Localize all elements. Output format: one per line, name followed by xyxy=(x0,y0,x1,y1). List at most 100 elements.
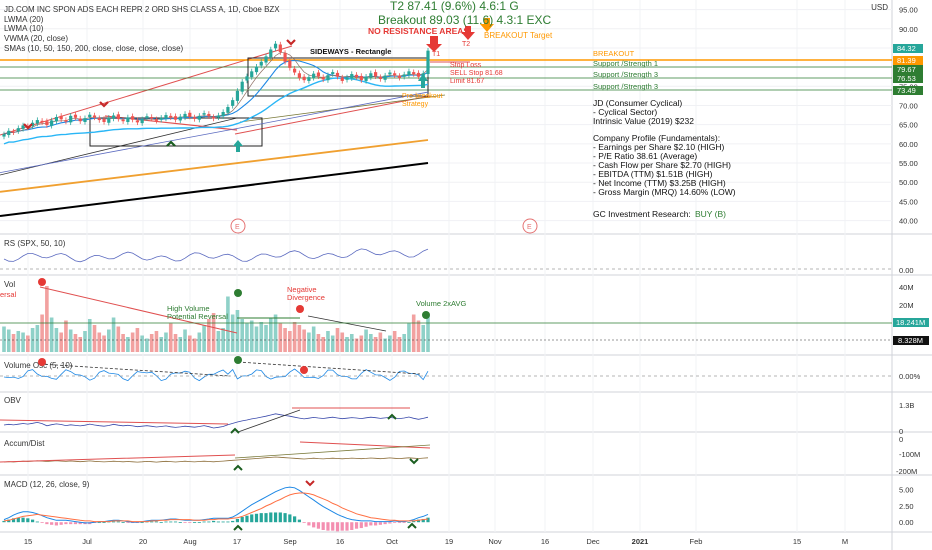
candle-body xyxy=(50,120,54,126)
x-tick-label: Jul xyxy=(82,537,92,546)
sell-arrow-icon xyxy=(23,123,33,130)
macd-hist-bar xyxy=(359,522,363,529)
candle-body xyxy=(131,116,135,120)
obv-path xyxy=(3,413,429,429)
earnings-e-icon xyxy=(522,218,538,234)
svg-text:Negative: Negative xyxy=(287,285,317,294)
macd-hist-bar xyxy=(331,522,335,531)
candle-body xyxy=(121,119,125,122)
candle-body xyxy=(216,115,220,118)
volume-bar xyxy=(183,329,187,352)
price-tick: 55.00 xyxy=(899,159,918,168)
macd-hist-bar xyxy=(35,521,39,523)
up-arrow-icon xyxy=(387,413,397,420)
x-tick-label: Feb xyxy=(690,537,703,546)
volume-bar xyxy=(187,335,192,352)
volume-bar xyxy=(354,338,359,352)
x-tick-label: 16 xyxy=(541,537,549,546)
candle-body xyxy=(302,76,306,81)
macd-hist-bar xyxy=(64,522,68,525)
macd-hist-bar xyxy=(69,522,73,525)
macd-hist-bar xyxy=(50,522,54,525)
candle-body xyxy=(426,50,430,75)
macd-tick: 0.00 xyxy=(899,518,914,527)
volume-bar xyxy=(78,337,83,352)
vosc-path xyxy=(3,368,429,382)
svg-text:Intrinsic Value (2019) $232: Intrinsic Value (2019) $232 xyxy=(593,116,694,126)
candle-body xyxy=(288,60,292,68)
price-tick: 65.00 xyxy=(899,121,918,130)
vertical-gridlines xyxy=(27,0,846,532)
macd-line xyxy=(3,486,429,524)
svg-text:High Volume: High Volume xyxy=(167,304,210,313)
candle-body xyxy=(64,120,68,122)
candle-body xyxy=(221,112,225,117)
volume-bar xyxy=(316,334,321,352)
info-panel: JD (Consumer Cyclical) - Cyclical Sector… xyxy=(593,98,736,219)
price-tick: 90.00 xyxy=(899,25,918,34)
candle-body xyxy=(102,118,106,122)
stop-loss-label: Stop Loss xyxy=(450,62,482,69)
macd-lines xyxy=(3,486,429,524)
svg-text:8.328M: 8.328M xyxy=(898,336,923,345)
t1-label: T1 xyxy=(432,51,440,58)
macd-hist-bar xyxy=(45,522,49,525)
x-tick-label: 15 xyxy=(793,537,801,546)
volume-bar xyxy=(392,331,397,352)
svg-text:1.3B: 1.3B xyxy=(899,401,914,410)
candle-body xyxy=(335,72,340,77)
candle-body xyxy=(345,77,349,80)
candle-body xyxy=(316,72,321,77)
up-arrow-icon xyxy=(233,524,243,531)
candle-body xyxy=(159,117,163,120)
candle-body xyxy=(78,118,82,122)
x-tick-label: Sep xyxy=(283,537,296,546)
down-circle-icon xyxy=(296,305,304,313)
rs-line-path xyxy=(3,248,429,263)
volume-bar xyxy=(340,332,345,352)
rs-tick: 0.00 xyxy=(899,266,914,275)
macd-tick: 2.50 xyxy=(899,502,914,511)
volume-bar xyxy=(330,335,335,352)
volume-bar xyxy=(249,320,254,352)
volume-bar xyxy=(264,325,268,352)
svg-text:- Net Income (TTM) $3.25B (HIG: - Net Income (TTM) $3.25B (HIGH) xyxy=(593,178,726,188)
candle-body xyxy=(2,134,6,137)
up-arrow-icon xyxy=(409,458,419,465)
candle-body xyxy=(21,125,25,129)
down-circle-icon xyxy=(38,358,46,366)
macd-hist-bar xyxy=(250,514,254,523)
macd-hist-bar xyxy=(102,522,106,524)
candle-body xyxy=(416,72,421,77)
volume-bar xyxy=(16,331,21,352)
svg-text:0: 0 xyxy=(899,427,903,436)
macd-hist-bar xyxy=(378,522,382,525)
macd-hist-bar xyxy=(350,522,354,530)
x-tick-label: Nov xyxy=(488,537,502,546)
volume-bar xyxy=(240,319,245,352)
sell-arrow-icon xyxy=(286,39,296,46)
volume-bar xyxy=(273,314,278,352)
volume-bar xyxy=(421,325,426,352)
volume-bar xyxy=(178,337,183,352)
price-badges: 84.32 81.39 79.67 76.53 73.49 xyxy=(893,44,923,95)
macd-hist-bar xyxy=(40,522,44,524)
candle-body xyxy=(259,61,263,66)
volume-bar xyxy=(116,326,121,352)
indicator-3: VWMA (20, close) xyxy=(4,34,68,43)
t1-down-arrow-icon xyxy=(426,36,442,52)
svg-text:0: 0 xyxy=(899,435,903,444)
price-axis: 95.0090.0085.0080.0075.0070.0065.0060.00… xyxy=(899,6,918,226)
candle-body xyxy=(383,75,387,80)
candle-body xyxy=(407,71,411,76)
candle-body xyxy=(354,74,359,78)
volume-bar xyxy=(426,316,430,352)
macd-hist-bar xyxy=(254,513,259,523)
candle-body xyxy=(312,73,316,78)
x-tick-label: 2021 xyxy=(632,537,649,546)
research-label: GC Investment Research: xyxy=(593,209,691,219)
volume-bar xyxy=(64,320,68,352)
candle-body xyxy=(73,114,78,118)
